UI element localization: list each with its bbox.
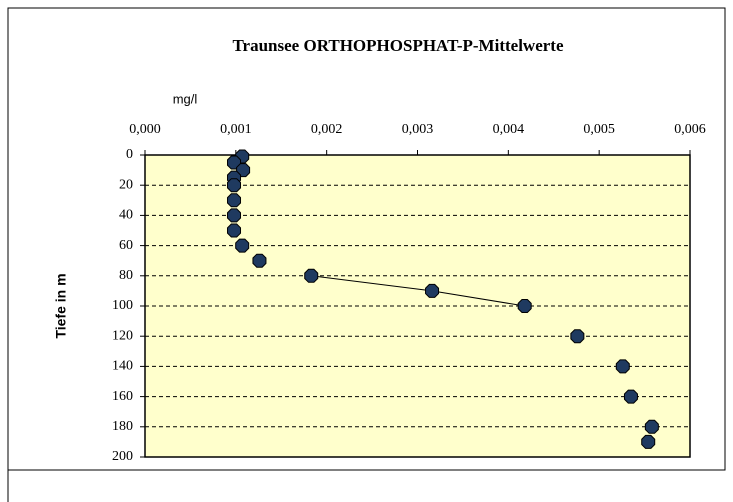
data-point <box>425 283 440 298</box>
y-tick-label: 40 <box>119 208 133 223</box>
data-point <box>227 193 242 208</box>
y-tick-label: 20 <box>119 177 133 192</box>
x-tick-label: 0,003 <box>402 122 434 137</box>
data-point <box>641 434 656 449</box>
data-point <box>252 253 267 268</box>
data-point <box>235 238 250 253</box>
x-tick-label: 0,005 <box>583 122 615 137</box>
plot-border <box>144 154 691 458</box>
x-tick-label: 0,000 <box>129 122 161 137</box>
y-tick-label: 80 <box>119 268 133 283</box>
data-point <box>227 223 242 238</box>
data-point <box>236 163 251 178</box>
y-tick-label: 100 <box>112 298 133 313</box>
y-tick-label: 120 <box>112 328 133 343</box>
data-point <box>644 419 659 434</box>
x-tick-label: 0,006 <box>674 122 706 137</box>
y-tick-label: 140 <box>112 359 133 374</box>
data-point <box>304 268 319 283</box>
data-point <box>227 208 242 223</box>
x-tick-label: 0,001 <box>220 122 252 137</box>
y-tick-label: 200 <box>112 449 133 464</box>
y-tick-label: 160 <box>112 389 133 404</box>
y-tick-label: 180 <box>112 419 133 434</box>
chart-title: Traunsee ORTHOPHOSPHAT-P-Mittelwerte <box>232 36 563 55</box>
y-tick-label: 60 <box>119 238 133 253</box>
data-point <box>615 359 630 374</box>
x-tick-label: 0,004 <box>493 122 525 137</box>
data-point <box>227 178 242 193</box>
data-point <box>570 329 585 344</box>
data-point <box>623 389 638 404</box>
y-axis-label: Tiefe in m <box>53 273 69 338</box>
x-tick-label: 0,002 <box>311 122 343 137</box>
y-tick-label: 0 <box>126 147 133 162</box>
data-point <box>517 299 532 313</box>
x-axis-label: mg/l <box>173 91 198 106</box>
